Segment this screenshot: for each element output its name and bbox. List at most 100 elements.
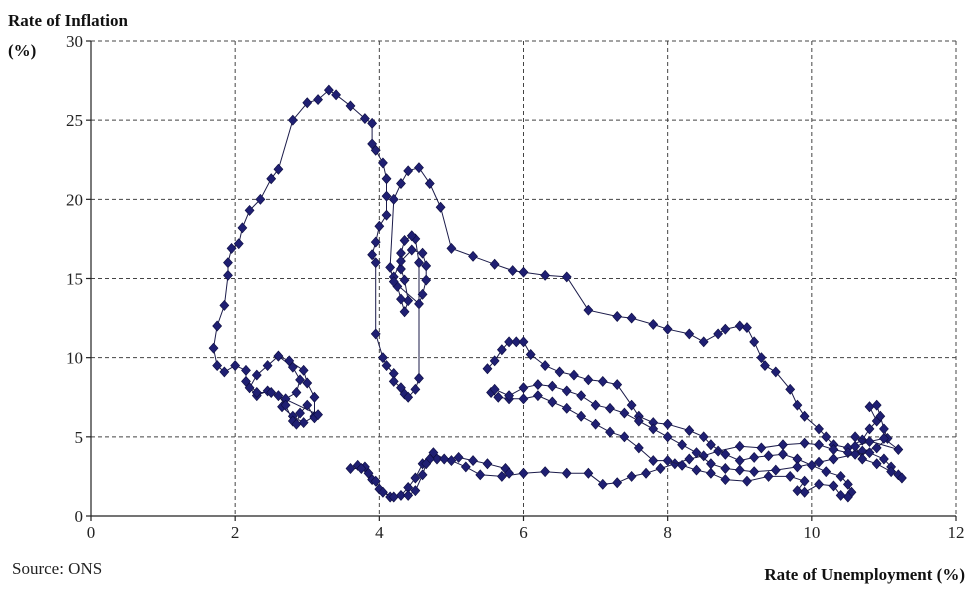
data-point: [226, 242, 237, 254]
data-point: [370, 236, 381, 248]
data-point: [273, 350, 284, 362]
data-point: [518, 382, 529, 394]
data-point: [396, 293, 406, 305]
data-point: [749, 336, 760, 348]
data-point: [756, 352, 767, 364]
data-point: [533, 390, 543, 402]
data-point: [219, 299, 230, 311]
data-point: [489, 355, 500, 367]
data-point: [770, 366, 781, 378]
data-point: [302, 399, 313, 411]
data-point: [814, 478, 824, 490]
data-point: [370, 257, 381, 269]
data-point: [583, 304, 594, 316]
data-point: [626, 312, 637, 324]
data-point: [370, 328, 381, 340]
data-point: [233, 238, 244, 250]
data-point: [533, 379, 543, 391]
data-point: [385, 261, 396, 273]
data-point: [799, 410, 810, 422]
data-point: [417, 288, 428, 300]
y-axis-title-line1: Rate of Inflation: [8, 11, 128, 30]
data-point: [785, 383, 796, 395]
data-point: [612, 379, 623, 391]
data-point: [540, 466, 551, 478]
data-point: [864, 447, 875, 459]
data-point: [414, 257, 424, 269]
data-point: [482, 363, 493, 375]
data-point: [428, 447, 439, 459]
data-point: [760, 360, 770, 372]
x-tick-label: 4: [375, 523, 384, 542]
data-point: [212, 320, 223, 332]
data-point: [879, 432, 889, 444]
data-point: [893, 444, 904, 455]
tick-labels: 0 5 10 15 20 25 30 0 2 4 6 8 10 12: [66, 32, 965, 542]
y-tick-label: 30: [66, 32, 83, 51]
data-point: [295, 407, 305, 419]
data-point: [273, 163, 284, 175]
data-point: [381, 209, 392, 221]
data-point: [255, 193, 266, 205]
x-tick-label: 8: [663, 523, 672, 542]
data-point: [547, 380, 558, 392]
data-point: [504, 336, 514, 348]
data-point: [648, 455, 659, 467]
data-point: [897, 472, 907, 484]
data-point: [799, 475, 810, 487]
data-point: [403, 391, 414, 403]
data-point: [291, 418, 302, 430]
data-point: [475, 469, 486, 481]
data-point: [273, 390, 284, 402]
data-point: [770, 464, 781, 476]
data-point: [396, 489, 406, 501]
data-point: [406, 230, 417, 242]
data-point: [468, 455, 478, 467]
data-point: [496, 470, 507, 482]
y-tick-label: 25: [66, 111, 83, 130]
data-point: [388, 193, 399, 205]
y-axis-title-line2: (%): [8, 41, 36, 60]
data-point: [439, 453, 450, 465]
data-point: [421, 274, 432, 286]
data-point: [648, 423, 659, 435]
data-point: [331, 89, 341, 101]
data-point: [792, 461, 803, 473]
data-point: [511, 336, 522, 348]
data-point: [414, 162, 424, 174]
data-point: [396, 255, 406, 267]
data-point: [298, 417, 309, 429]
data-point: [576, 410, 587, 422]
data-point: [287, 114, 298, 126]
data-point: [298, 364, 309, 376]
data-point: [460, 461, 471, 473]
data-point: [421, 260, 432, 272]
data-point: [468, 250, 478, 262]
data-point: [518, 266, 529, 278]
data-point: [605, 426, 615, 438]
data-point: [284, 355, 295, 367]
data-point: [313, 94, 323, 106]
data-point: [230, 360, 241, 372]
data-point: [417, 469, 428, 481]
data-point: [244, 204, 255, 216]
data-point: [677, 439, 687, 451]
data-point: [864, 436, 875, 448]
data-point: [554, 366, 565, 378]
data-point: [713, 328, 724, 340]
data-point: [842, 478, 853, 490]
data-point: [378, 486, 388, 498]
data-point: [590, 418, 601, 430]
data-point: [864, 401, 875, 413]
data-point: [482, 458, 493, 470]
data-point: [879, 453, 889, 465]
data-point: [378, 352, 388, 364]
data-point: [706, 439, 716, 451]
data-point: [507, 265, 518, 277]
data-point: [262, 360, 273, 372]
data-point: [734, 320, 745, 332]
data-point: [828, 453, 839, 465]
data-point: [547, 396, 558, 408]
data-point: [662, 455, 673, 467]
